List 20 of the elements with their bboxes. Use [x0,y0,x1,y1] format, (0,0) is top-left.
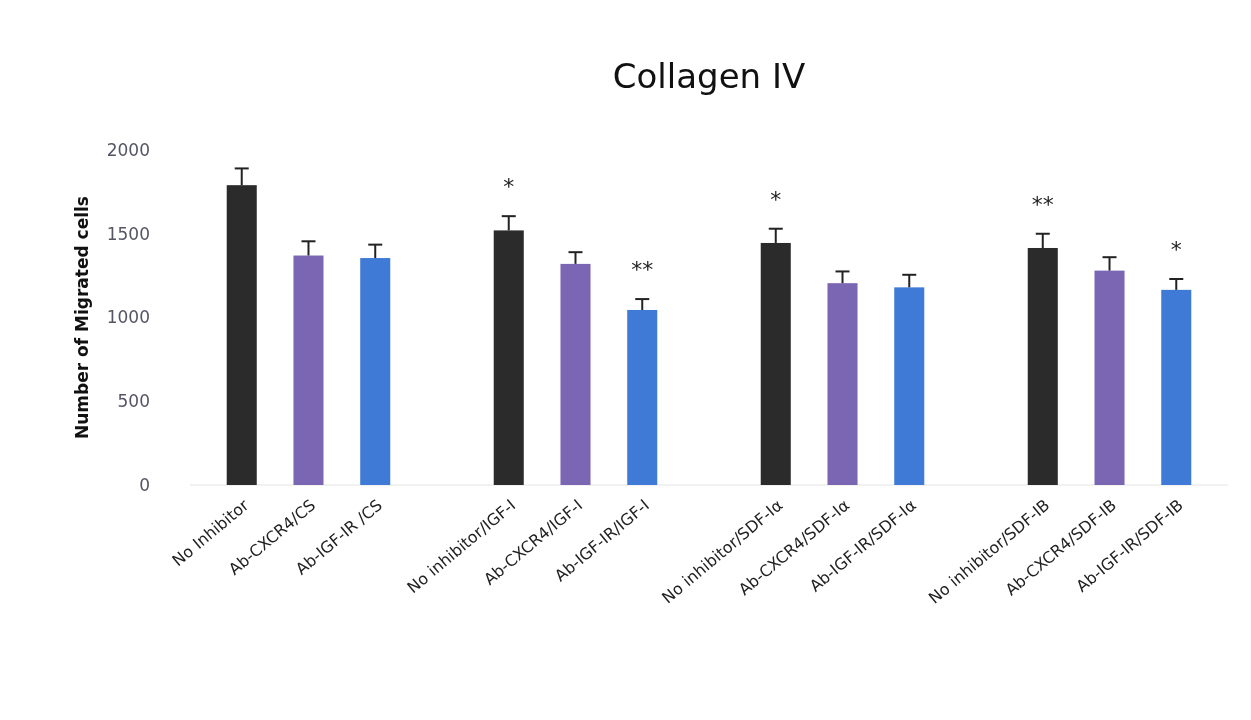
annotation: * [1170,236,1182,262]
y-tick-label: 500 [117,391,150,412]
annotation: ** [631,257,654,283]
annotation: * [503,174,515,200]
bar [1161,289,1192,485]
bar [560,263,591,485]
bar [1094,270,1125,485]
y-axis-title: Number of Migrated cells [72,196,92,439]
annotation: * [770,186,782,212]
bar [894,287,925,485]
bar [293,255,324,485]
bar [627,309,658,485]
y-tick-label: 1000 [106,307,150,328]
chart-title: Collagen IV [612,56,806,96]
y-tick-label: 0 [139,474,150,495]
annotation: ** [1031,191,1054,217]
y-tick-label: 2000 [106,139,150,160]
bar [360,258,391,485]
bar [827,283,858,485]
y-tick-label: 1500 [106,223,150,244]
